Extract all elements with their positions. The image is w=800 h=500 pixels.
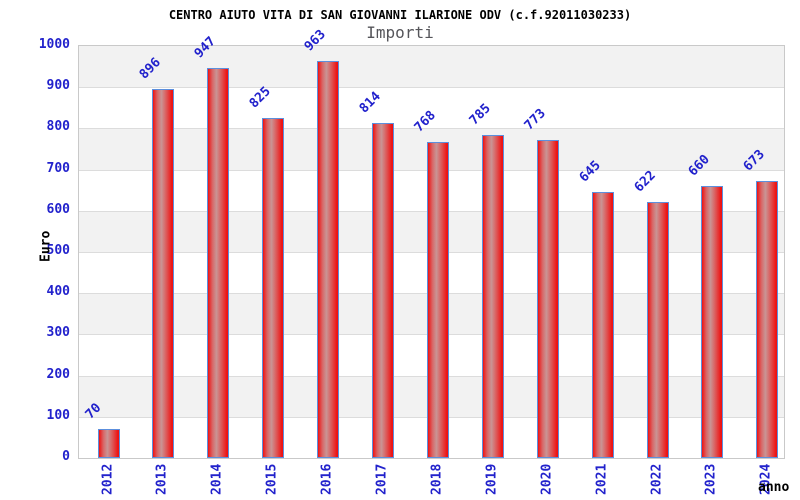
bar-2020	[536, 139, 559, 458]
y-tick-label: 0	[62, 449, 70, 464]
x-tick-label: 2019	[484, 463, 500, 495]
y-tick-label: 200	[46, 366, 70, 382]
y-tick-label: 1000	[38, 37, 70, 52]
x-tick-label: 2021	[594, 463, 610, 495]
bar-2023	[701, 186, 724, 458]
y-tick-label: 300	[46, 325, 70, 341]
x-axis-title: anno	[758, 480, 790, 495]
y-tick-label: 900	[46, 78, 70, 94]
plot-band	[79, 46, 784, 88]
bar-2014	[207, 67, 230, 458]
x-tick-label: 2016	[319, 463, 335, 495]
y-axis-title: Euro	[38, 230, 54, 262]
x-tick-label: 2023	[703, 463, 719, 495]
x-tick-label: 2013	[154, 463, 170, 495]
bar-2015	[262, 118, 285, 458]
bar-2016	[317, 61, 340, 458]
y-tick-label: 400	[46, 284, 70, 300]
gridline	[79, 87, 784, 89]
chart-title: CENTRO AIUTO VITA DI SAN GIOVANNI ILARIO…	[168, 8, 632, 22]
bar-2022	[646, 201, 669, 458]
gridline	[79, 128, 784, 130]
x-tick-label: 2012	[100, 463, 115, 495]
x-tick-label: 2017	[374, 463, 390, 495]
x-tick-label: 2020	[539, 463, 555, 495]
y-tick-label: 600	[46, 201, 70, 217]
bar-2013	[152, 88, 175, 458]
y-tick-label: 500	[46, 243, 70, 258]
bar-2024	[756, 180, 779, 458]
x-tick-label: 2018	[429, 463, 445, 495]
plot-area	[78, 45, 785, 459]
y-tick-label: 100	[46, 407, 70, 423]
bar-2017	[372, 122, 394, 458]
chart-subtitle: Importi	[366, 23, 434, 42]
bar-2019	[481, 134, 504, 458]
x-tick-label: 2014	[209, 463, 225, 495]
y-tick-label: 700	[46, 160, 70, 176]
y-tick-label: 800	[46, 119, 70, 135]
x-tick-label: 2015	[264, 463, 280, 495]
bar-2012	[97, 429, 120, 458]
bar-2021	[591, 192, 614, 458]
plot-band	[79, 87, 784, 129]
bar-2018	[426, 141, 449, 458]
x-tick-label: 2022	[649, 463, 664, 495]
